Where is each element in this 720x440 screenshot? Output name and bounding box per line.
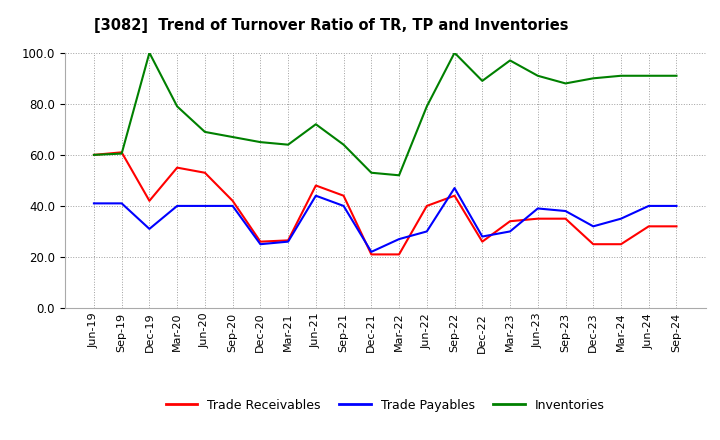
Trade Receivables [423,203,431,209]
Line: Trade Receivables: Trade Receivables [94,152,677,254]
Trade Receivables [478,239,487,244]
Trade Payables [145,226,154,231]
Trade Receivables [534,216,542,221]
Trade Payables [395,236,403,242]
Trade Payables [505,229,514,234]
Trade Payables [589,224,598,229]
Trade Receivables [616,242,625,247]
Inventories [450,50,459,55]
Trade Payables [450,185,459,191]
Trade Receivables [117,150,126,155]
Inventories [284,142,292,147]
Trade Payables [89,201,98,206]
Trade Receivables [145,198,154,203]
Trade Payables [201,203,210,209]
Trade Receivables [89,152,98,158]
Trade Payables [616,216,625,221]
Trade Receivables [644,224,653,229]
Trade Receivables [589,242,598,247]
Inventories [534,73,542,78]
Trade Payables [256,242,265,247]
Inventories [201,129,210,135]
Trade Receivables [672,224,681,229]
Inventories [339,142,348,147]
Inventories [89,152,98,158]
Inventories [672,73,681,78]
Trade Payables [478,234,487,239]
Trade Payables [423,229,431,234]
Trade Payables [644,203,653,209]
Inventories [478,78,487,84]
Trade Receivables [312,183,320,188]
Legend: Trade Receivables, Trade Payables, Inventories: Trade Receivables, Trade Payables, Inven… [161,394,610,417]
Inventories [589,76,598,81]
Inventories [256,139,265,145]
Trade Payables [339,203,348,209]
Inventories [117,151,126,156]
Trade Receivables [367,252,376,257]
Inventories [423,104,431,109]
Inventories [173,104,181,109]
Inventories [145,50,154,55]
Trade Payables [117,201,126,206]
Trade Receivables [505,219,514,224]
Trade Receivables [256,239,265,244]
Trade Payables [672,203,681,209]
Trade Payables [561,209,570,214]
Trade Receivables [339,193,348,198]
Trade Receivables [395,252,403,257]
Inventories [644,73,653,78]
Inventories [505,58,514,63]
Trade Payables [312,193,320,198]
Trade Receivables [173,165,181,170]
Inventories [312,121,320,127]
Trade Payables [284,239,292,244]
Trade Payables [173,203,181,209]
Trade Receivables [228,198,237,203]
Trade Payables [534,206,542,211]
Trade Payables [228,203,237,209]
Trade Receivables [284,238,292,243]
Inventories [395,172,403,178]
Trade Receivables [561,216,570,221]
Line: Inventories: Inventories [94,53,677,175]
Inventories [228,134,237,139]
Trade Receivables [201,170,210,176]
Trade Payables [367,249,376,254]
Trade Receivables [450,193,459,198]
Inventories [367,170,376,176]
Inventories [561,81,570,86]
Text: [3082]  Trend of Turnover Ratio of TR, TP and Inventories: [3082] Trend of Turnover Ratio of TR, TP… [94,18,568,33]
Line: Trade Payables: Trade Payables [94,188,677,252]
Inventories [616,73,625,78]
